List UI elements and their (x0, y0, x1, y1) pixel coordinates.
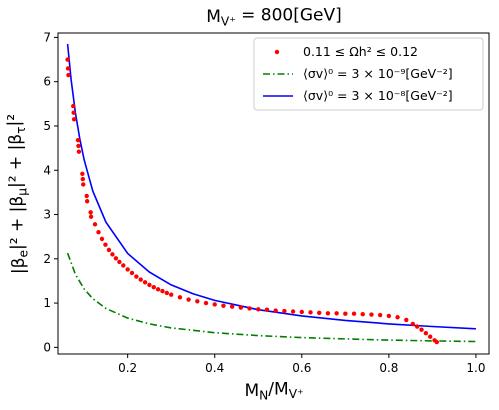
legend-label: ⟨σv⟩⁰ = 3 × 10⁻⁸[GeV⁻²] (303, 88, 453, 103)
data-point (360, 311, 365, 317)
data-point (129, 270, 135, 276)
data-point (134, 274, 139, 279)
data-point (125, 267, 130, 272)
data-point (212, 302, 217, 307)
data-point (186, 297, 191, 302)
chart-title: MV⁺​ = 800[GeV] (206, 6, 342, 29)
legend-label: ⟨σv⟩⁰ = 3 × 10⁻⁹[GeV⁻²] (303, 66, 453, 81)
data-point (203, 300, 209, 306)
data-point (377, 312, 383, 318)
y-tick-label: 0 (43, 340, 51, 354)
data-point (80, 171, 85, 176)
data-point (96, 230, 101, 235)
data-point (177, 295, 183, 300)
data-point (386, 313, 392, 319)
data-point (113, 256, 119, 261)
data-point (317, 310, 322, 316)
data-point (88, 214, 94, 219)
data-point (121, 263, 126, 268)
y-tick-label: 4 (43, 163, 51, 177)
data-point (414, 324, 420, 329)
data-point (84, 199, 90, 204)
data-point (423, 330, 429, 336)
y-tick-label: 1 (43, 296, 51, 310)
data-point (71, 110, 76, 115)
data-point (247, 306, 252, 311)
data-point (147, 282, 152, 288)
series-line (66, 44, 476, 330)
x-axis-label: MN​/MV⁺​ (244, 380, 303, 403)
data-point (434, 339, 439, 345)
series-line (66, 252, 476, 343)
data-point (71, 103, 76, 109)
data-point (76, 143, 81, 149)
data-point (351, 311, 357, 316)
data-point (282, 308, 287, 314)
data-point (290, 309, 296, 314)
x-tick-label: 0.2 (118, 361, 137, 375)
x-tick-label: 1.0 (466, 361, 485, 375)
data-point (164, 290, 170, 296)
data-point (256, 307, 261, 312)
data-point (151, 284, 156, 290)
data-point (428, 334, 433, 339)
data-point (334, 311, 339, 316)
data-point (155, 287, 161, 292)
series-layer (65, 44, 476, 345)
y-tick-label: 5 (43, 119, 51, 133)
y-tick-label: 3 (43, 208, 51, 222)
data-point (92, 222, 98, 227)
data-point (410, 321, 416, 327)
x-tick-label: 0.6 (292, 361, 311, 375)
y-tick-label: 7 (43, 30, 51, 44)
y-tick-label: 2 (43, 252, 51, 266)
data-point (229, 304, 235, 309)
data-point (138, 277, 143, 282)
data-point (264, 307, 270, 312)
data-point (110, 252, 115, 257)
data-point (142, 280, 148, 285)
data-point (99, 236, 105, 242)
data-point (369, 312, 374, 317)
data-point (221, 303, 226, 308)
data-point (81, 182, 86, 187)
data-point (308, 310, 313, 315)
data-point (88, 210, 93, 215)
data-point (325, 311, 331, 316)
x-tick-label: 0.4 (205, 361, 224, 375)
data-point (65, 57, 70, 62)
data-point (76, 149, 82, 154)
data-point (419, 327, 424, 332)
y-tick-label: 6 (43, 75, 51, 89)
y-axis-label: |βe​|² + |βμ​|² + |βτ​|² (5, 114, 31, 274)
data-point (168, 292, 174, 297)
data-point (75, 137, 81, 143)
data-point (66, 72, 71, 78)
x-tick-label: 0.8 (379, 361, 398, 375)
data-point (117, 259, 122, 265)
data-point (84, 193, 89, 199)
plot-frame (57, 32, 490, 355)
legend-label: 0.11 ≤ Ωh² ≤ 0.12 (303, 44, 418, 59)
data-point (103, 242, 108, 247)
data-point (195, 299, 200, 304)
legend-marker (274, 49, 280, 55)
data-point (106, 247, 112, 253)
data-point (395, 315, 400, 320)
data-point (273, 308, 278, 313)
data-point (71, 117, 77, 122)
data-point (65, 66, 71, 71)
data-point (404, 317, 409, 323)
legend-box (253, 37, 484, 111)
data-point (160, 288, 165, 294)
data-point (299, 309, 304, 315)
ticks-layer: 0.2 0.4 0.6 0.8 1.0 0 1 2 3 4 5 6 7 (43, 30, 485, 375)
data-point (80, 176, 86, 182)
legend: 0.11 ≤ Ωh² ≤ 0.12 ⟨σv⟩⁰ = 3 × 10⁻⁹[GeV⁻²]… (253, 37, 484, 111)
data-point (238, 305, 244, 310)
data-point (343, 311, 348, 316)
